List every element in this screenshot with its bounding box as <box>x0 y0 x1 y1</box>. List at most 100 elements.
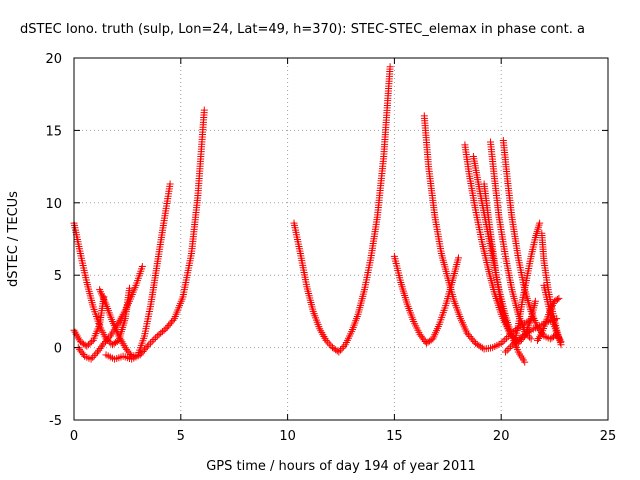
data-point <box>535 335 543 343</box>
data-point <box>89 353 97 361</box>
data-point <box>333 347 341 355</box>
data-point <box>338 344 346 352</box>
data-point <box>531 297 539 305</box>
series-arc-7 <box>390 252 462 347</box>
data-point <box>100 339 108 347</box>
data-point <box>506 329 514 337</box>
data-point <box>469 336 477 344</box>
data-point <box>140 346 148 354</box>
axis-ticks: 0 5 10 15 20 25 -5 0 5 10 15 20 <box>45 52 616 444</box>
data-point <box>166 320 174 328</box>
data-point <box>335 348 343 356</box>
data-point <box>536 333 544 341</box>
x-tick-label: 15 <box>386 429 403 444</box>
data-point <box>512 338 520 346</box>
data-point <box>87 355 95 363</box>
grid <box>74 58 608 420</box>
series-arc-3 <box>74 263 146 363</box>
data-point <box>555 294 563 302</box>
chart-title: dSTEC Iono. truth (sulp, Lon=24, Lat=49,… <box>20 22 585 37</box>
y-tick-label: 10 <box>45 197 62 212</box>
series-arc-8 <box>420 112 537 353</box>
data-point <box>102 337 110 345</box>
data-point <box>386 63 394 71</box>
data-point <box>200 106 208 114</box>
series-arc-12 <box>487 138 535 343</box>
data-point <box>139 347 147 355</box>
data-point <box>126 351 134 359</box>
data-point <box>508 341 516 349</box>
data-point <box>92 350 100 358</box>
data-point <box>464 331 472 339</box>
data-point <box>466 332 474 340</box>
data-point <box>525 327 533 335</box>
x-tick-label: 5 <box>177 429 185 444</box>
data-point <box>501 336 509 344</box>
data-point <box>505 344 513 352</box>
data-point <box>553 315 561 323</box>
data-point <box>88 338 96 346</box>
data-point <box>537 331 545 339</box>
data-point <box>503 346 511 354</box>
x-tick-label: 20 <box>493 429 510 444</box>
data-point <box>148 337 156 345</box>
x-tick-label: 10 <box>279 429 296 444</box>
y-tick-label: 20 <box>45 52 62 67</box>
data-point <box>325 340 333 348</box>
data-point <box>536 219 544 227</box>
y-axis-label: dSTEC / TECUs <box>6 191 21 287</box>
data-point <box>534 336 542 344</box>
y-tick-label: 15 <box>45 124 62 139</box>
y-tick-label: 5 <box>54 269 62 284</box>
series-arc-5 <box>102 106 208 363</box>
data-point <box>165 321 173 329</box>
data-point <box>84 341 92 349</box>
series-arc-17 <box>540 281 565 346</box>
series-arc-11 <box>480 180 514 337</box>
data-point <box>499 338 507 346</box>
data-point <box>86 339 94 347</box>
data-point <box>336 346 344 354</box>
data-point <box>470 338 478 346</box>
data-point <box>142 344 150 352</box>
data-point <box>138 263 146 271</box>
data-point <box>99 341 107 349</box>
series-arc-6 <box>290 63 394 356</box>
data-point <box>105 334 113 342</box>
data-point <box>454 254 462 262</box>
x-axis-label: GPS time / hours of day 194 of year 2011 <box>206 459 476 474</box>
data-point <box>557 338 565 346</box>
data-point <box>143 342 151 350</box>
data-point <box>467 334 475 342</box>
data-point <box>103 336 111 344</box>
data-point <box>521 358 529 366</box>
data-point <box>126 284 134 292</box>
data-point <box>90 352 98 360</box>
data-point <box>463 329 471 337</box>
data-point <box>478 344 486 352</box>
y-tick-label: 0 <box>54 342 62 357</box>
x-tick-label: 25 <box>600 429 617 444</box>
data-point <box>169 316 177 324</box>
series-arc-18 <box>501 315 561 356</box>
data-point <box>501 348 509 356</box>
data-point <box>515 335 523 343</box>
data-point <box>527 335 535 343</box>
data-point <box>155 331 163 339</box>
data-point <box>324 338 332 346</box>
data-point <box>513 336 521 344</box>
data-point <box>138 349 146 357</box>
data-point <box>553 295 561 303</box>
y-tick-label: -5 <box>49 414 62 429</box>
data-point <box>150 335 158 343</box>
data-point <box>136 351 144 359</box>
data-point <box>510 339 518 347</box>
data-point <box>83 342 91 350</box>
data-point <box>322 336 330 344</box>
data-point <box>162 325 170 333</box>
data-point <box>163 323 171 331</box>
series-arc-14 <box>510 219 544 349</box>
data-point <box>158 328 166 336</box>
series-arc-13 <box>499 137 561 343</box>
